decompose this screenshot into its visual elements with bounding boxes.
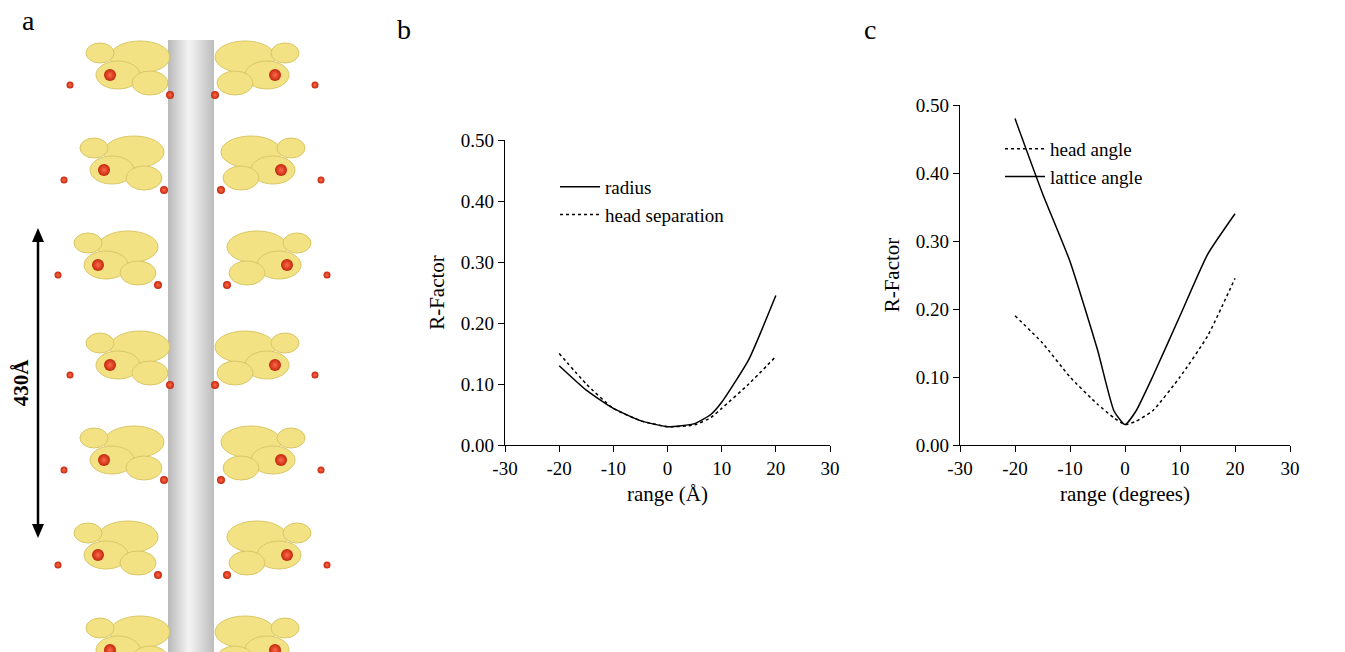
svg-text:-10: -10 (1057, 458, 1082, 479)
svg-text:20: 20 (766, 458, 785, 479)
svg-text:head angle: head angle (1050, 139, 1132, 160)
svg-text:-20: -20 (547, 458, 572, 479)
svg-text:b: b (397, 14, 411, 45)
svg-text:0.20: 0.20 (916, 299, 949, 320)
svg-text:R-Factor: R-Factor (880, 238, 904, 313)
svg-text:0.10: 0.10 (916, 367, 949, 388)
svg-text:c: c (864, 14, 876, 45)
svg-text:0.00: 0.00 (916, 435, 949, 456)
svg-text:0.50: 0.50 (916, 95, 949, 116)
svg-text:430Å: 430Å (9, 359, 33, 407)
svg-text:range (Å): range (Å) (627, 482, 708, 506)
svg-text:radius: radius (605, 177, 651, 198)
svg-text:10: 10 (712, 458, 731, 479)
svg-text:R-Factor: R-Factor (425, 255, 449, 330)
svg-text:0.30: 0.30 (461, 252, 494, 273)
svg-text:30: 30 (1281, 458, 1300, 479)
svg-text:a: a (22, 5, 35, 36)
svg-text:0.20: 0.20 (461, 313, 494, 334)
svg-text:0.00: 0.00 (461, 435, 494, 456)
svg-text:-30: -30 (492, 458, 517, 479)
svg-text:head separation: head separation (605, 205, 724, 226)
svg-text:30: 30 (821, 458, 840, 479)
svg-text:10: 10 (1171, 458, 1190, 479)
svg-text:0: 0 (1120, 458, 1130, 479)
svg-text:20: 20 (1226, 458, 1245, 479)
svg-text:lattice angle: lattice angle (1050, 167, 1142, 188)
svg-text:-30: -30 (947, 458, 972, 479)
svg-text:0: 0 (663, 458, 673, 479)
svg-text:-20: -20 (1002, 458, 1027, 479)
svg-text:range (degrees): range (degrees) (1060, 482, 1190, 506)
svg-text:0.50: 0.50 (461, 130, 494, 151)
svg-text:0.40: 0.40 (916, 163, 949, 184)
svg-text:0.30: 0.30 (916, 231, 949, 252)
svg-text:0.10: 0.10 (461, 374, 494, 395)
svg-text:0.40: 0.40 (461, 191, 494, 212)
svg-text:-10: -10 (601, 458, 626, 479)
